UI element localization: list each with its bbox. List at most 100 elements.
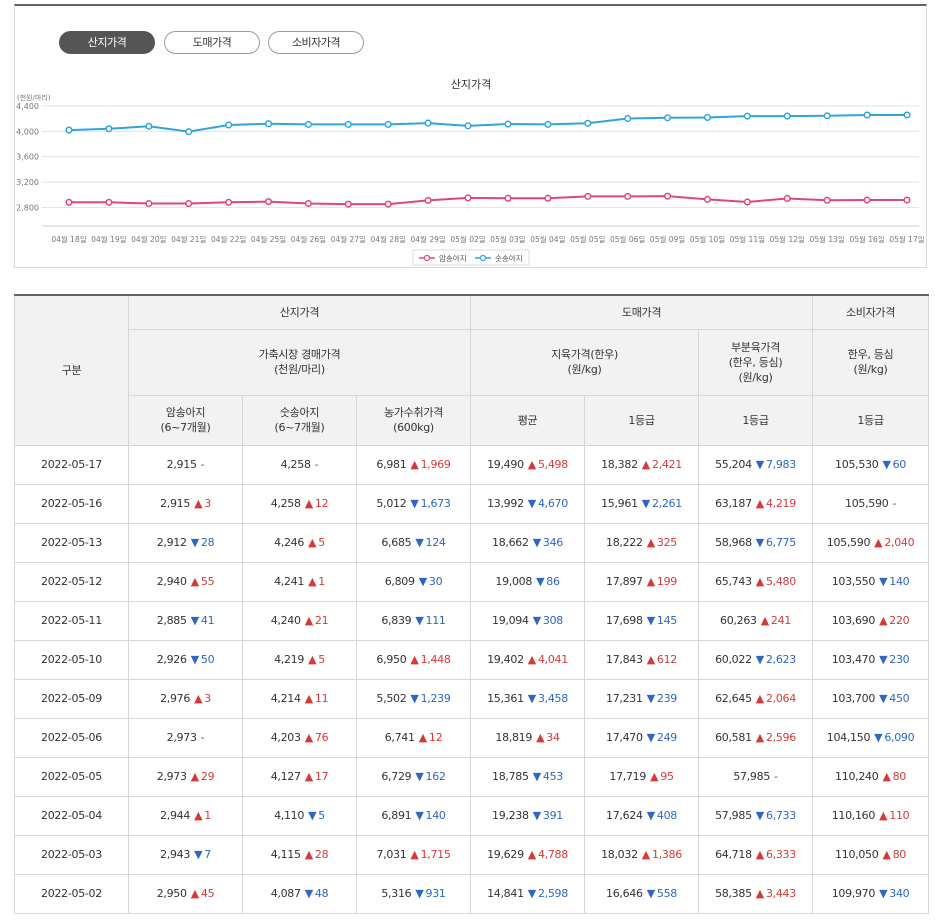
data-point (584, 119, 592, 127)
change-amount: 48 (314, 887, 329, 900)
change-amount: 453 (542, 770, 563, 783)
triangle-up-icon: ▲ (641, 458, 650, 471)
price-value: 105,530 (835, 458, 879, 471)
table-row: 2022-05-03 2,943 ▼ 7 4,115 ▲ 28 7,031 ▲ 1,715 19,6… (14, 834, 930, 875)
x-tick-label: 05월 16일 (849, 234, 884, 244)
tab-consumer-price[interactable]: 소비자가격 (268, 31, 364, 54)
data-point (304, 199, 312, 208)
price-change: ▼ 145 (647, 614, 678, 627)
x-tick-label: 04월 18일 (51, 234, 86, 244)
data-point (304, 120, 312, 128)
price-cell: 105,530 ▼ 60 (812, 444, 930, 485)
change-amount: 239 (656, 692, 677, 705)
legend-swatch-marker (423, 254, 431, 262)
price-value: 17,843 (606, 653, 643, 666)
price-change: ▲ 1,448 (410, 653, 450, 666)
price-change: ▼ 239 (647, 692, 678, 705)
price-change: ▲ 76 (305, 731, 329, 744)
triangle-down-icon: ▼ (646, 809, 655, 822)
data-point (624, 192, 632, 200)
triangle-down-icon: ▼ (410, 692, 419, 705)
triangle-up-icon: ▲ (755, 575, 764, 588)
data-point (424, 196, 432, 204)
data-point (344, 200, 352, 208)
price-cell: 16,646 ▼ 558 (584, 873, 700, 914)
change-amount: 340 (889, 887, 910, 900)
price-cell: 4,203 ▲ 76 (242, 717, 357, 758)
change-amount: 50 (200, 653, 215, 666)
tab-wholesale-price[interactable]: 도매가격 (164, 31, 260, 54)
price-value: 6,839 (381, 614, 412, 627)
change-amount: 308 (542, 614, 563, 627)
table-row: 2022-05-04 2,944 ▲ 1 4,110 ▼ 5 6,891 ▼ 140 19,238 ▼… (14, 795, 930, 836)
change-amount: 1,715 (420, 848, 451, 861)
price-cell: 4,258- (242, 444, 357, 485)
price-cell: 103,550 ▼ 140 (812, 561, 930, 602)
price-change: ▲ 4,788 (528, 848, 568, 861)
change-amount: 5,498 (537, 458, 568, 471)
change-amount: 241 (770, 614, 792, 627)
triangle-up-icon: ▲ (410, 848, 419, 861)
price-change: ▲ 1 (194, 809, 211, 822)
triangle-up-icon: ▲ (304, 848, 313, 861)
row-date: 2022-05-04 (14, 795, 129, 836)
price-value: 60,263 (720, 614, 757, 627)
price-change: ▲ 1,386 (642, 848, 682, 861)
price-value: 57,985 (715, 809, 752, 822)
price-change: ▲ 2,421 (642, 458, 682, 471)
data-point (664, 192, 672, 200)
price-change: ▼ 41 (191, 614, 215, 627)
header-carcass-price: 지육가격(한우) (원/kg) (470, 328, 700, 396)
triangle-down-icon: ▼ (532, 614, 541, 627)
price-cell: 4,214 ▲ 11 (242, 678, 357, 719)
change-amount: 4,219 (765, 497, 796, 510)
triangle-up-icon: ▲ (646, 653, 655, 666)
price-value: 55,204 (715, 458, 752, 471)
change-amount: 199 (656, 575, 677, 588)
price-cell: 110,160 ▲ 110 (812, 795, 930, 836)
change-amount: 450 (889, 692, 910, 705)
row-date: 2022-05-11 (14, 600, 129, 641)
triangle-up-icon: ▲ (194, 497, 203, 510)
triangle-up-icon: ▲ (879, 809, 888, 822)
triangle-down-icon: ▼ (641, 497, 650, 510)
table-row: 2022-05-05 2,973 ▲ 29 4,127 ▲ 17 6,729 ▼ 162 18,78… (14, 756, 930, 797)
price-value: 2,944 (160, 809, 191, 822)
row-date: 2022-05-05 (14, 756, 129, 797)
header-cuts-price: 부분육가격 (한우, 등심) (원/kg) (698, 328, 814, 396)
table-row: 2022-05-11 2,885 ▼ 41 4,240 ▲ 21 6,839 ▼ 111 19,09… (14, 600, 930, 641)
price-cell: 19,008 ▼ 86 (470, 561, 586, 602)
price-value: 2,915 (166, 458, 197, 471)
price-cell: 2,915- (128, 444, 243, 485)
triangle-down-icon: ▼ (755, 458, 764, 471)
price-value: 2,943 (160, 848, 191, 861)
price-change: ▲ 17 (305, 770, 329, 783)
price-change: ▼ 30 (419, 575, 443, 588)
price-change: ▼ 5 (308, 809, 325, 822)
price-change: ▲ 110 (879, 809, 910, 822)
price-value: 18,785 (492, 770, 529, 783)
price-change: ▲ 4,041 (528, 653, 568, 666)
price-change: ▲ 2,596 (756, 731, 796, 744)
triangle-up-icon: ▲ (190, 575, 199, 588)
price-cell: 4,219 ▲ 5 (242, 639, 357, 680)
price-change: ▲ 80 (882, 770, 906, 783)
triangle-down-icon: ▼ (190, 614, 199, 627)
triangle-up-icon: ▲ (304, 692, 313, 705)
data-point (624, 114, 632, 123)
change-amount: 1,673 (420, 497, 451, 510)
triangle-down-icon: ▼ (536, 575, 545, 588)
row-date: 2022-05-03 (14, 834, 129, 875)
change-amount: 30 (428, 575, 443, 588)
triangle-up-icon: ▲ (641, 848, 650, 861)
tab-farm-price[interactable]: 산지가격 (59, 31, 155, 54)
price-cell: 105,590 ▲ 2,040 (812, 522, 930, 563)
header-farm-price: 농가수취가격 (600kg) (355, 394, 472, 446)
price-cell: 17,698 ▼ 145 (584, 600, 700, 641)
change-amount: 6,775 (765, 536, 796, 549)
row-date: 2022-05-06 (14, 717, 129, 758)
triangle-down-icon: ▼ (415, 536, 424, 549)
change-amount: 7 (204, 848, 211, 861)
data-point (504, 194, 512, 202)
series-line-0 (69, 195, 907, 206)
